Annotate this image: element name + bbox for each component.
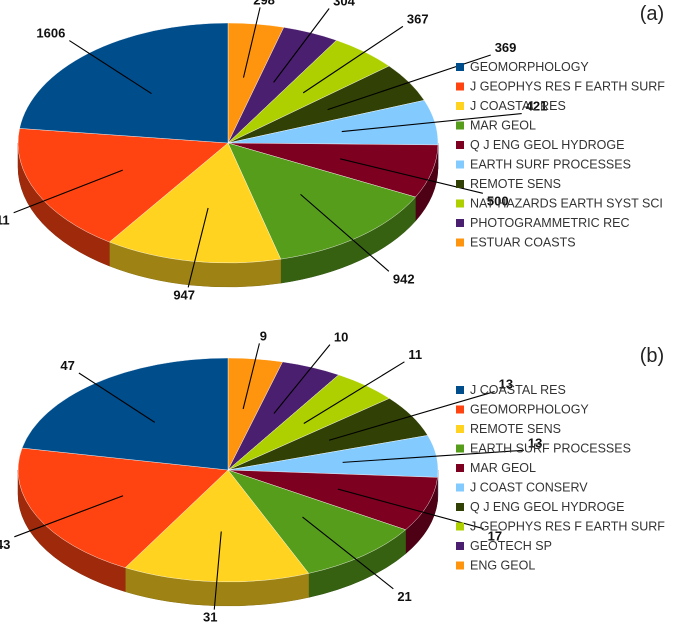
legend-label-eng-geol: ENG GEOL bbox=[470, 559, 535, 573]
pie-chart-a: (a) 298 304 367 369 421 500 942 947 1211 1606 GEO… bbox=[0, 0, 665, 302]
pie-slice-geomorphology bbox=[19, 22, 229, 144]
leader-line-j-geophys-res-f-earth-surf bbox=[303, 361, 405, 424]
pie-slice-j-coastal-res bbox=[108, 142, 282, 264]
leader-line-mar-geol bbox=[337, 488, 484, 530]
legend-swatch-estuar-coasts bbox=[456, 238, 464, 247]
legend-swatch-geotech-sp bbox=[456, 542, 464, 550]
value-label-j-geophys-res-f-earth-surf: 1211 bbox=[0, 213, 10, 228]
value-label-eng-geol: 9 bbox=[260, 328, 267, 343]
legend-swatch-earth-surf-processes bbox=[456, 444, 464, 453]
leader-line-j-coastal-res bbox=[187, 207, 209, 288]
value-label-q-j-eng-geol-hydroge: 13 bbox=[499, 377, 513, 392]
legend-swatch-q-j-eng-geol-hydroge bbox=[456, 503, 464, 511]
leader-line-j-coastal-res bbox=[78, 372, 156, 423]
legend-swatch-remote-sens bbox=[456, 425, 464, 433]
value-label-geomorphology: 1606 bbox=[36, 26, 65, 41]
pie-slice-mar-geol bbox=[227, 469, 438, 530]
leader-line-nat-hazards-earth-syst-sci bbox=[302, 25, 404, 94]
value-label-q-j-eng-geol-hydroge: 500 bbox=[487, 193, 509, 208]
legend-swatch-j-geophys-res-f-earth-surf bbox=[456, 82, 464, 91]
legend-label-j-coastal-res: J COASTAL RES bbox=[470, 383, 566, 397]
legend-swatch-mar-geol bbox=[456, 464, 464, 472]
value-label-remote-sens: 31 bbox=[203, 610, 217, 625]
value-label-earth-surf-processes: 21 bbox=[397, 589, 411, 604]
value-label-estuar-coasts: 298 bbox=[253, 0, 275, 7]
legend-swatch-photogrammetric-rec bbox=[456, 219, 464, 227]
legend-label-remote-sens: REMOTE SENS bbox=[470, 177, 561, 191]
legend-label-earth-surf-processes: EARTH SURF PROCESSES bbox=[470, 158, 631, 172]
value-label-j-coast-conserv: 13 bbox=[528, 435, 542, 450]
panel-label-b: (b) bbox=[640, 345, 664, 367]
legend-swatch-geomorphology bbox=[456, 63, 464, 71]
legend-label-nat-hazards-earth-syst-sci: NAT HAZARDS EARTH SYST SCI bbox=[470, 197, 663, 211]
legend-swatch-j-geophys-res-f-earth-surf bbox=[456, 522, 464, 531]
legend-swatch-geomorphology bbox=[456, 405, 464, 414]
legend-swatch-eng-geol bbox=[456, 561, 464, 570]
legend-label-j-coastal-res: J COASTAL RES bbox=[470, 99, 566, 113]
value-label-geotech-sp: 10 bbox=[334, 330, 348, 345]
legend-swatch-j-coastal-res bbox=[456, 102, 464, 110]
legend-swatch-q-j-eng-geol-hydroge bbox=[456, 141, 464, 149]
leader-line-geomorphology bbox=[69, 40, 152, 95]
legend-label-photogrammetric-rec: PHOTOGRAMMETRIC REC bbox=[470, 216, 630, 230]
leader-line-j-coast-conserv bbox=[342, 449, 524, 463]
value-label-remote-sens: 369 bbox=[495, 40, 517, 55]
legend-b: J COASTAL RES GEOMORPHOLOGY REMOTE SENS EAR… bbox=[456, 383, 665, 573]
leader-line-mar-geol bbox=[300, 193, 390, 272]
legend-swatch-remote-sens bbox=[456, 180, 464, 188]
legend-label-j-geophys-res-f-earth-surf: J GEOPHYS RES F EARTH SURF bbox=[470, 520, 665, 534]
legend-label-q-j-eng-geol-hydroge: Q J ENG GEOL HYDROGE bbox=[470, 500, 624, 514]
legend-label-earth-surf-processes: EARTH SURF PROCESSES bbox=[470, 442, 631, 456]
value-label-j-coastal-res: 947 bbox=[173, 287, 195, 302]
legend-a: GEOMORPHOLOGY J GEOPHYS RES F EARTH SURF J… bbox=[456, 60, 665, 250]
leader-line-j-geophys-res-f-earth-surf bbox=[13, 169, 123, 214]
leader-line-geomorphology bbox=[14, 495, 124, 538]
legend-swatch-j-coast-conserv bbox=[456, 483, 464, 492]
legend-swatch-mar-geol bbox=[456, 121, 464, 130]
pie-side-walls bbox=[17, 142, 439, 288]
leader-line-remote-sens bbox=[213, 531, 222, 610]
pie-chart-b: (b) 9 10 11 13 13 17 21 31 43 47 J COASTAL RES GEO… bbox=[0, 328, 665, 624]
legend-label-geomorphology: GEOMORPHOLOGY bbox=[470, 60, 589, 74]
pie-slice-j-geophys-res-f-earth-surf bbox=[17, 128, 229, 243]
legend-label-mar-geol: MAR GEOL bbox=[470, 461, 536, 475]
panel-label-a: (a) bbox=[640, 3, 664, 25]
value-label-geomorphology: 43 bbox=[0, 537, 10, 552]
pie-slice-mar-geol bbox=[227, 142, 416, 260]
leader-line-earth-surf-processes bbox=[341, 112, 522, 133]
value-label-mar-geol: 17 bbox=[488, 529, 502, 544]
legend-label-estuar-coasts: ESTUAR COASTS bbox=[470, 236, 576, 250]
legend-label-j-geophys-res-f-earth-surf: J GEOPHYS RES F EARTH SURF bbox=[470, 80, 665, 94]
leader-line-eng-geol bbox=[242, 343, 260, 410]
leader-line-geotech-sp bbox=[273, 344, 331, 414]
legend-swatch-j-coastal-res bbox=[456, 386, 464, 394]
value-label-mar-geol: 942 bbox=[393, 271, 415, 286]
legend-label-mar-geol: MAR GEOL bbox=[470, 119, 536, 133]
legend-swatch-earth-surf-processes bbox=[456, 160, 464, 169]
legend-label-geotech-sp: GEOTECH SP bbox=[470, 539, 552, 553]
pie-slice-earth-surf-processes bbox=[227, 469, 407, 574]
value-label-j-geophys-res-f-earth-surf: 11 bbox=[408, 347, 422, 362]
value-label-earth-surf-processes: 421 bbox=[526, 99, 548, 114]
legend-label-remote-sens: REMOTE SENS bbox=[470, 422, 561, 436]
legend-swatch-nat-hazards-earth-syst-sci bbox=[456, 199, 464, 208]
legend-label-geomorphology: GEOMORPHOLOGY bbox=[470, 403, 589, 417]
leader-line-photogrammetric-rec bbox=[273, 8, 330, 83]
legend-label-q-j-eng-geol-hydroge: Q J ENG GEOL HYDROGE bbox=[470, 138, 624, 152]
legend-label-j-coast-conserv: J COAST CONSERV bbox=[470, 481, 588, 495]
pie-slice-remote-sens bbox=[124, 469, 310, 583]
value-label-photogrammetric-rec: 304 bbox=[333, 0, 355, 8]
value-label-nat-hazards-earth-syst-sci: 367 bbox=[407, 11, 429, 26]
leader-line-estuar-coasts bbox=[242, 7, 261, 78]
leader-line-earth-surf-processes bbox=[302, 516, 394, 590]
value-label-j-coastal-res: 47 bbox=[60, 358, 74, 373]
leader-line-q-j-eng-geol-hydroge bbox=[328, 391, 495, 441]
pie-slice-geomorphology bbox=[17, 447, 229, 568]
